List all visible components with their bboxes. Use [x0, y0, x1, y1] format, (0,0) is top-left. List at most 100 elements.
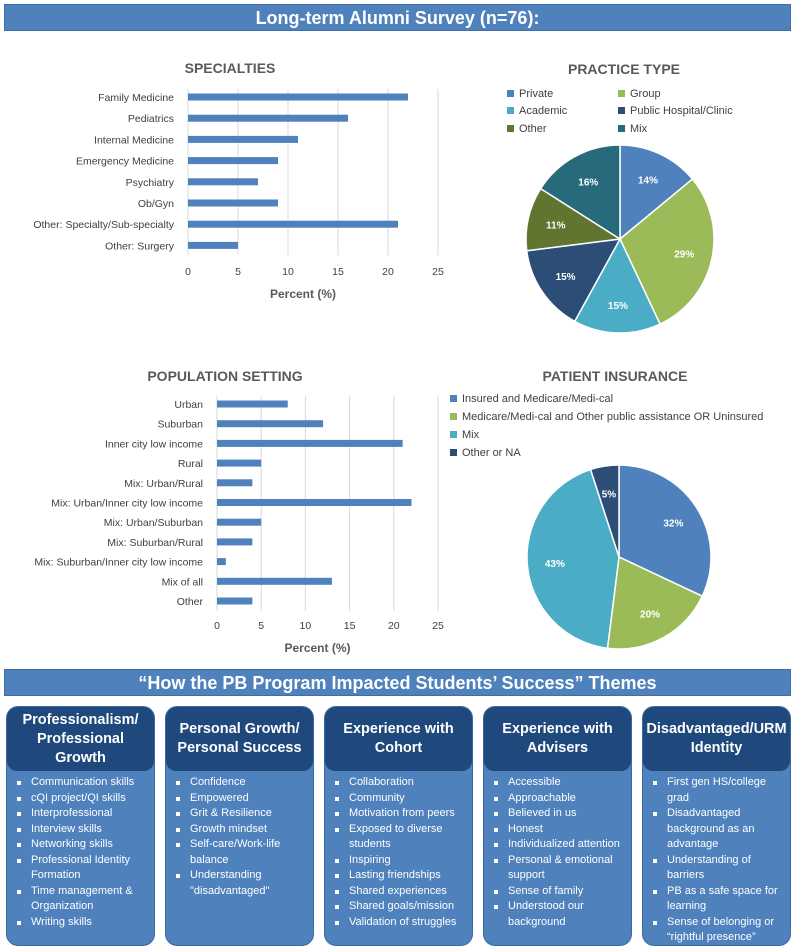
- legend-swatch: [618, 107, 625, 114]
- legend-swatch: [618, 125, 625, 132]
- bar: [217, 439, 403, 447]
- theme-card: Personal Growth/ Personal Success Confide…: [165, 706, 314, 946]
- theme-item: Collaboration: [333, 775, 470, 791]
- category-label: Rural: [178, 458, 203, 470]
- legend-swatch: [507, 125, 514, 132]
- theme-item: Honest: [492, 822, 629, 838]
- category-label: Psychiatry: [126, 177, 175, 189]
- theme-item: PB as a “second chance”: [651, 946, 788, 947]
- theme-item: First gen HS/college grad: [651, 775, 788, 806]
- theme-card-title: Professionalism/ Professional Growth: [7, 707, 154, 771]
- theme-item: cQI project/QI skills: [15, 791, 152, 807]
- category-label: Mix: Urban/Inner city low income: [51, 498, 203, 510]
- category-label: Mix: Suburban/Rural: [107, 537, 203, 549]
- theme-item: Time management & Organization: [15, 884, 152, 915]
- category-label: Internal Medicine: [94, 134, 174, 146]
- theme-list: Accessible Approachable Believed in us Hone…: [484, 771, 631, 930]
- pie-slice: [618, 464, 712, 598]
- theme-item: Disadvantaged background as an advantage: [651, 806, 788, 853]
- legend-swatch: [450, 431, 457, 438]
- slice-label: 20%: [640, 609, 660, 620]
- bar: [188, 135, 298, 143]
- charts-canvas: SPECIALTIES 0 5 10 15 20 25 Family Medicine Pedi…: [33, 60, 763, 655]
- pie-slice: [525, 187, 623, 252]
- theme-item: Sense of family: [492, 884, 629, 900]
- tick-label: 0: [185, 266, 191, 278]
- theme-item: Sense of belonging or “rightful presence…: [651, 915, 788, 946]
- legend-entry: Private: [519, 88, 553, 100]
- slice-label: 11%: [546, 221, 566, 232]
- bar: [188, 157, 278, 165]
- theme-item: Lasting friendships: [333, 868, 470, 884]
- slice-label: 43%: [545, 559, 565, 570]
- bar: [188, 199, 278, 207]
- slice-label: 5%: [602, 489, 617, 500]
- legend-swatch: [450, 395, 457, 402]
- legend-swatch: [507, 107, 514, 114]
- theme-item: Writing skills: [15, 915, 152, 931]
- bar: [217, 577, 332, 585]
- pie-slice: [619, 144, 694, 241]
- slice-label: 15%: [556, 272, 576, 283]
- slice-label: 14%: [638, 175, 658, 186]
- pie-chart-3: PATIENT INSURANCE Insured and Medicare/Me…: [450, 368, 763, 650]
- category-label: Other: Specialty/Sub-specialty: [33, 219, 174, 231]
- bar: [188, 93, 408, 101]
- slice-label: 32%: [663, 518, 683, 529]
- tick-label: 5: [235, 266, 241, 278]
- theme-item: Empowered: [174, 791, 311, 807]
- theme-item: Validation of struggles: [333, 915, 470, 931]
- pie-chart-1: PRACTICE TYPE Private Group Academic Public …: [507, 61, 733, 334]
- pie-slice: [573, 237, 662, 334]
- legend-entry: Other: [519, 123, 547, 135]
- theme-item: Community: [333, 791, 470, 807]
- chart-title: SPECIALTIES: [185, 60, 276, 76]
- bar: [188, 241, 238, 249]
- theme-item: Understood our background: [492, 899, 629, 930]
- bar: [188, 220, 398, 228]
- theme-item: Understanding of barriers: [651, 853, 788, 884]
- theme-item: Understanding "disadvantaged": [174, 868, 311, 899]
- category-label: Ob/Gyn: [138, 198, 174, 210]
- chart-title: PRACTICE TYPE: [568, 61, 680, 77]
- pie-slice: [589, 464, 620, 558]
- slice-label: 16%: [578, 177, 598, 188]
- category-label: Emergency Medicine: [76, 156, 174, 168]
- category-label: Other: [177, 596, 204, 608]
- theme-item: Exposed to diverse students: [333, 822, 470, 853]
- legend-swatch: [450, 413, 457, 420]
- tick-label: 25: [432, 266, 444, 278]
- bar-chart-2: POPULATION SETTING 0 5 10 15 20 25 Urban Suburba…: [34, 368, 444, 655]
- theme-card-title: Personal Growth/ Personal Success: [166, 707, 313, 771]
- theme-item: Interview skills: [15, 822, 152, 838]
- chart-title: PATIENT INSURANCE: [543, 368, 688, 384]
- legend-swatch: [618, 90, 625, 97]
- pie-slice: [539, 144, 621, 241]
- theme-item: Believed in us: [492, 806, 629, 822]
- theme-item: Communication skills: [15, 775, 152, 791]
- theme-card-title: Experience with Advisers: [484, 707, 631, 771]
- category-label: Inner city low income: [105, 438, 203, 450]
- theme-item: Growth mindset: [174, 822, 311, 838]
- theme-item: Individualized attention: [492, 837, 629, 853]
- theme-item: Grit & Resilience: [174, 806, 311, 822]
- theme-item: Personal & emotional support: [492, 853, 629, 884]
- bar: [217, 479, 253, 487]
- x-axis-label: Percent (%): [284, 641, 350, 655]
- category-label: Mix of all: [162, 576, 203, 588]
- theme-item: Networking skills: [15, 837, 152, 853]
- theme-item: Shared goals/mission: [333, 899, 470, 915]
- theme-card-title: Disadvantaged/URM Identity: [643, 707, 790, 771]
- tick-label: 20: [382, 266, 394, 278]
- bar: [217, 558, 226, 566]
- theme-item: Professional Identity Formation: [15, 853, 152, 884]
- tick-label: 25: [432, 620, 444, 632]
- category-label: Pediatrics: [128, 113, 174, 125]
- legend-entry: Group: [630, 88, 661, 100]
- legend-entry: Academic: [519, 105, 568, 117]
- bar: [217, 518, 262, 526]
- tick-label: 10: [282, 266, 294, 278]
- bar: [188, 178, 258, 186]
- theme-item: Self-care/Work-life balance: [174, 837, 311, 868]
- x-axis-label: Percent (%): [270, 287, 336, 301]
